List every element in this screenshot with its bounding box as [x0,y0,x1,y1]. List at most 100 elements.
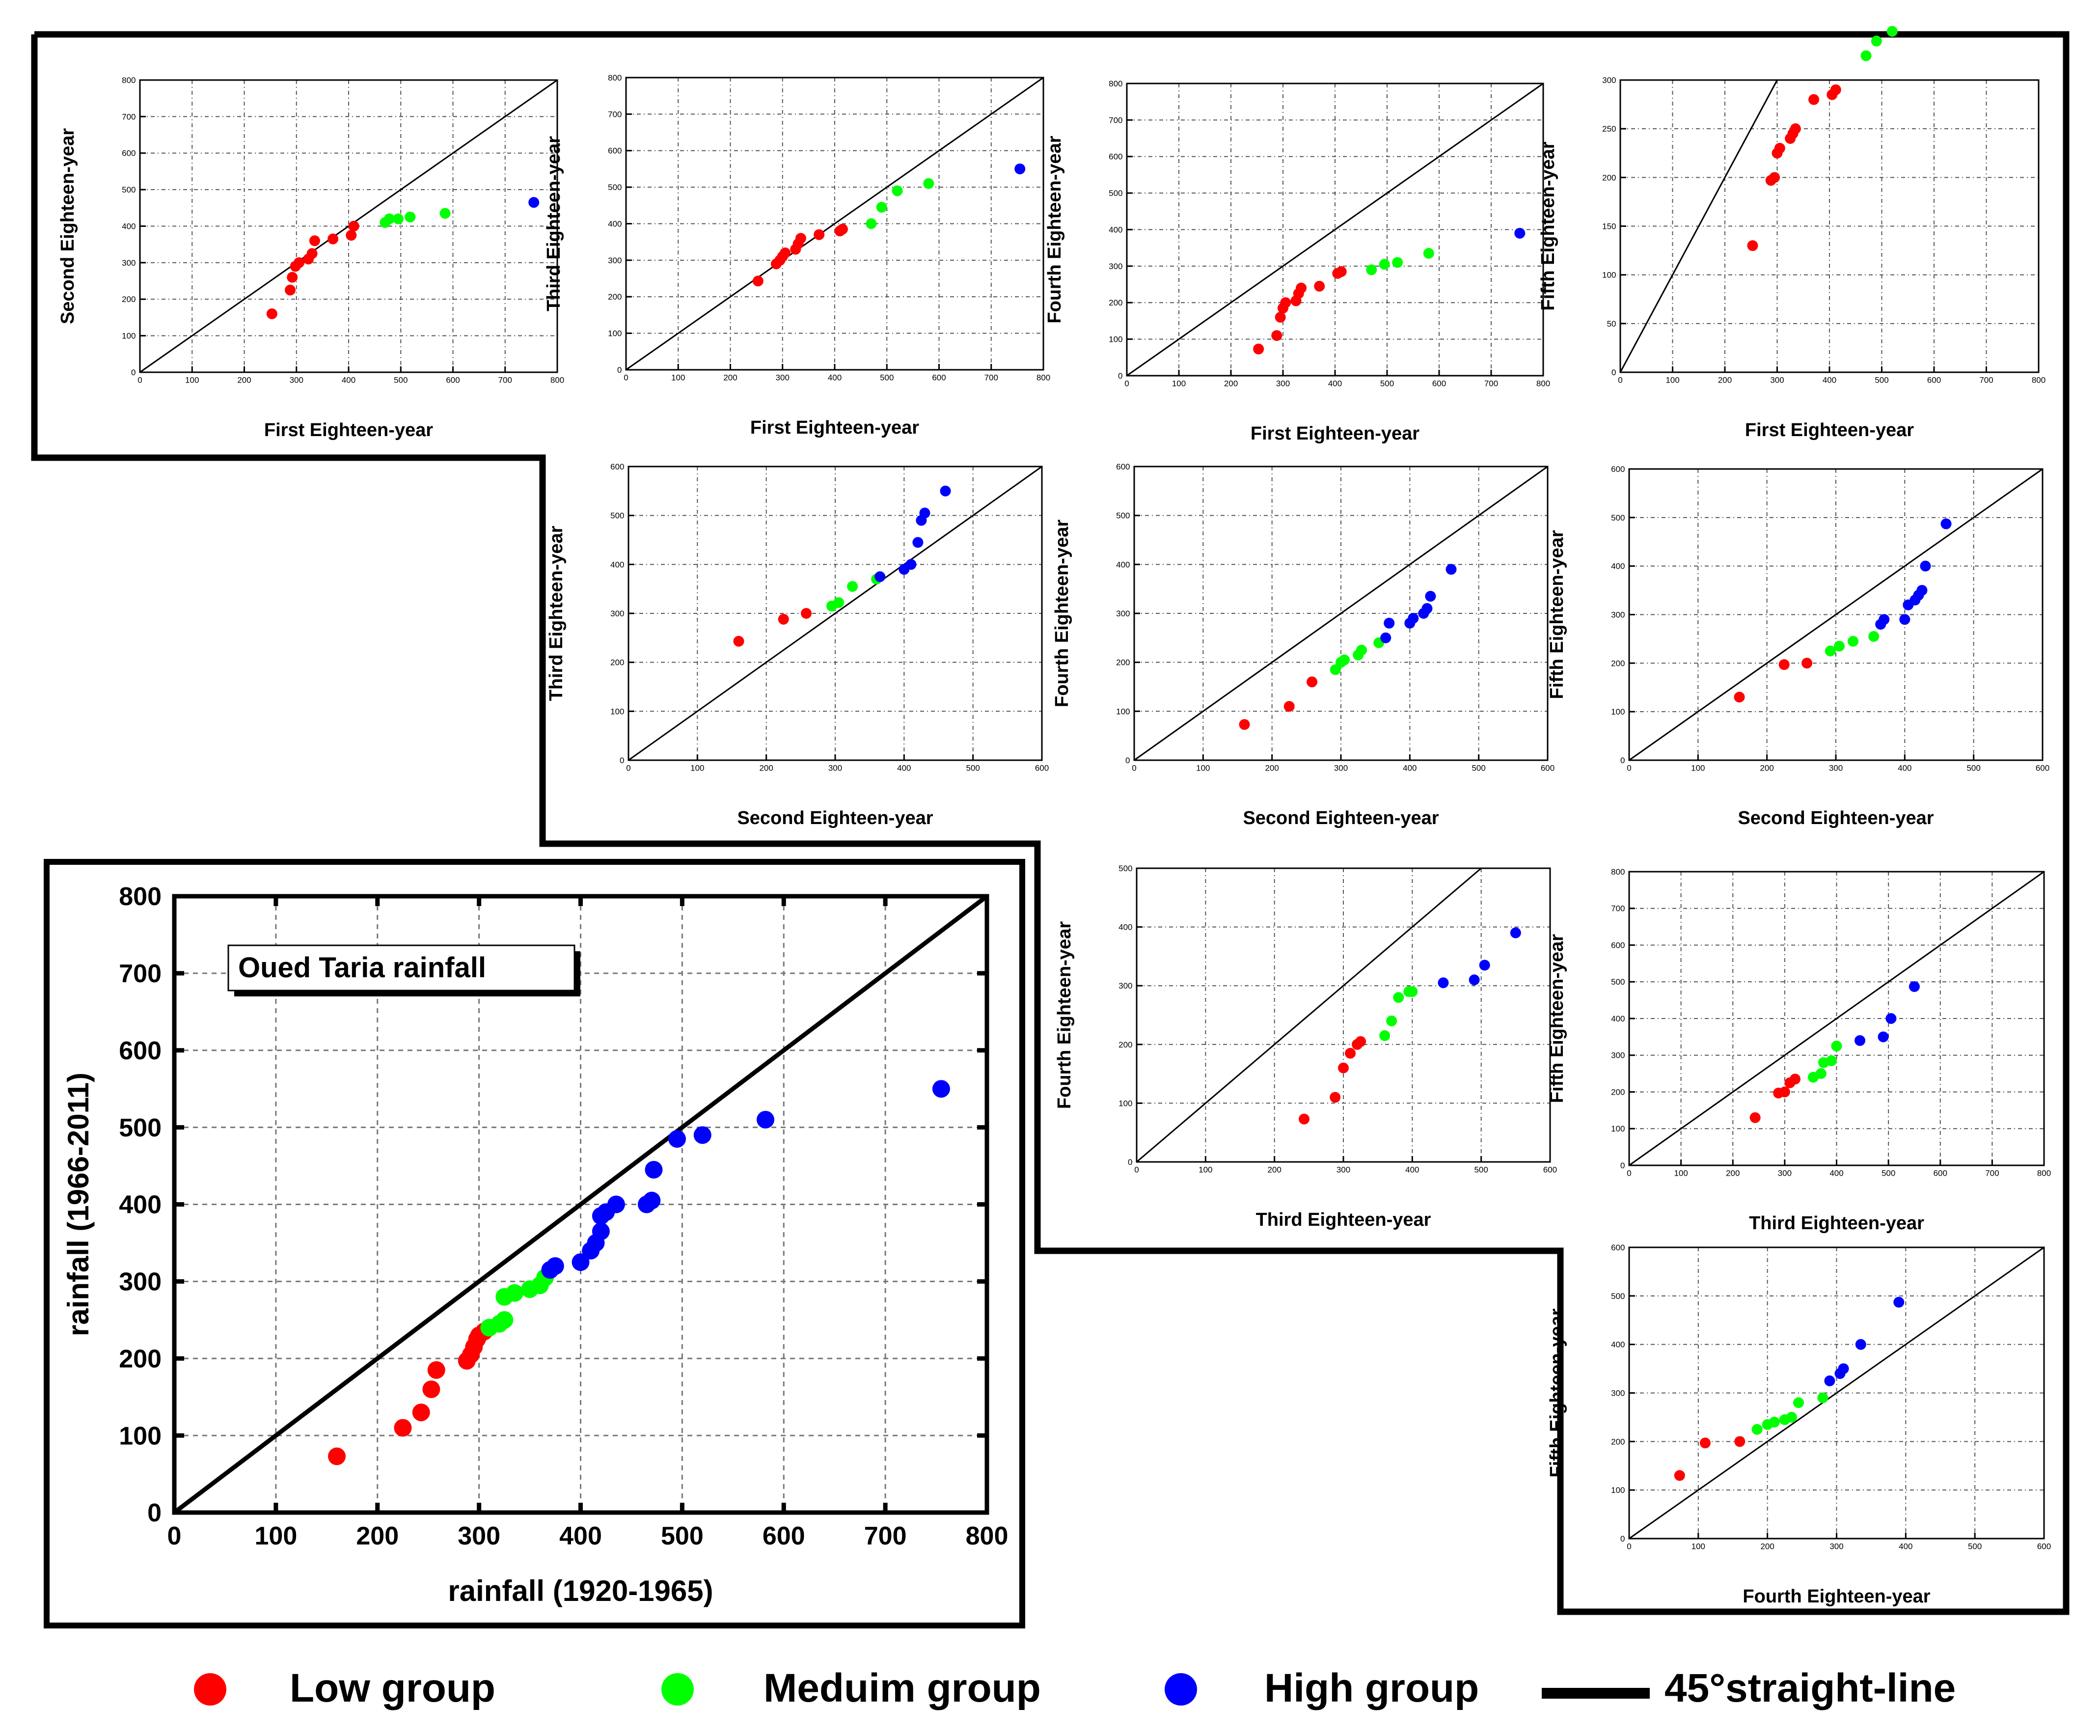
data-point [1815,1068,1827,1079]
y-tick-label: 500 [1611,977,1625,987]
y-tick-label: 300 [1118,981,1132,991]
x-axis-label: Third Eighteen-year [1749,1213,1924,1234]
y-tick-label: 100 [1611,1124,1625,1133]
x-tick-label: 500 [1472,763,1485,772]
x-axis-label: First Eighteen-year [264,420,433,441]
y-tick-label: 200 [1611,1087,1625,1097]
x-axis-label: First Eighteen-year [1745,420,1914,441]
series-low-group [1674,1436,1745,1481]
data-point [506,1284,524,1302]
data-point [346,230,357,241]
x-tick-label: 200 [1224,379,1238,388]
x-tick-label: 100 [1199,1165,1212,1174]
x-tick-label: 200 [723,373,737,382]
y-tick-label: 200 [1611,1437,1625,1446]
data-point [1848,635,1859,647]
data-point [1734,691,1745,703]
x-tick-label: 500 [394,375,408,385]
y-tick-label: 150 [1602,221,1616,231]
data-point [1307,676,1318,688]
y-tick-label: 600 [122,149,136,158]
data-point [572,1253,590,1271]
data-point [668,1130,686,1148]
x-tick-label: 500 [966,763,980,772]
data-point [427,1361,445,1379]
y-tick-label: 400 [1611,1014,1625,1023]
data-point [1801,658,1813,669]
data-point [1831,1041,1842,1052]
y-axis-label: Fifth Eighteen-year [1538,141,1558,310]
y-tick-label: 500 [122,185,136,194]
data-point [1299,1113,1310,1125]
data-point [866,218,877,229]
data-point [1893,1296,1905,1308]
y-tick-label: 400 [610,560,624,569]
y-axis-label: Fifth Eighteen-year [1547,934,1567,1103]
data-point [1699,1437,1711,1449]
x-tick-label: 0 [1627,1168,1631,1178]
y-axis-label: Fourth Eighteen-year [1044,136,1065,323]
data-point [1510,927,1521,938]
series-meduim-group [380,208,451,228]
data-point [1834,640,1845,652]
data-point [814,229,825,240]
scatter-plot-5: 0 100 200 300 400 500 600 0 100 200 300 400 500 600 Se… [546,462,1049,828]
data-point [287,272,298,283]
x-tick-label: 400 [897,763,911,772]
x-tick-label: 700 [864,1522,907,1550]
y-tick-label: 400 [608,219,622,228]
x-tick-label: 600 [2037,1542,2051,1551]
x-tick-label: 700 [1979,375,1993,385]
grid [1629,872,2044,1165]
x-tick-label: 300 [1829,1542,1843,1551]
legend-marker [194,1673,226,1706]
data-point [1379,259,1390,270]
data-point [328,1447,346,1465]
x-tick-label: 100 [1196,763,1210,772]
x-tick-label: 800 [2032,375,2045,385]
data-point [1379,1030,1391,1041]
data-point [1421,603,1433,614]
data-point [495,1311,514,1329]
y-tick-label: 0 [620,756,624,765]
y-tick-label: 800 [122,76,136,85]
data-point [1014,163,1026,174]
y-tick-label: 300 [1611,1051,1625,1060]
y-tick-label: 600 [1611,940,1625,950]
y-tick-label: 400 [119,1191,162,1219]
x-tick-label: 100 [185,375,199,385]
data-point [1271,330,1282,341]
series-high-group [874,485,951,582]
y-tick-label: 200 [1602,173,1616,182]
x-tick-label: 700 [498,375,512,385]
x-tick-label: 200 [356,1522,399,1550]
data-point [1940,518,1952,529]
y-tick-label: 600 [1611,1243,1625,1252]
data-point [1899,614,1910,625]
data-point [294,257,305,268]
data-point [1423,248,1434,259]
grid [1620,80,2039,372]
x-tick-label: 0 [1627,763,1631,772]
x-tick-label: 100 [1691,763,1705,772]
y-tick-label: 100 [610,707,624,716]
y-tick-label: 700 [1611,904,1625,913]
y-tick-label: 200 [608,292,622,302]
grid [1127,83,1543,376]
x-axis-label: rainfall (1920-1965) [448,1574,713,1607]
y-tick-label: 600 [1109,152,1122,162]
y-tick-label: 600 [119,1037,162,1065]
data-point [394,1419,412,1437]
data-point [1296,282,1307,294]
y-tick-label: 500 [1118,864,1132,873]
data-point [1793,1397,1804,1408]
data-point [1855,1035,1866,1046]
x-tick-label: 600 [1927,375,1941,385]
legend-label: Low group [290,1666,495,1710]
title-box: Oued Taria rainfall [227,944,580,996]
series-low-group [752,223,848,287]
data-point [1909,981,1920,992]
y-tick-label: 100 [1611,707,1625,716]
data-point [1275,312,1286,323]
x-tick-label: 800 [966,1522,1009,1550]
